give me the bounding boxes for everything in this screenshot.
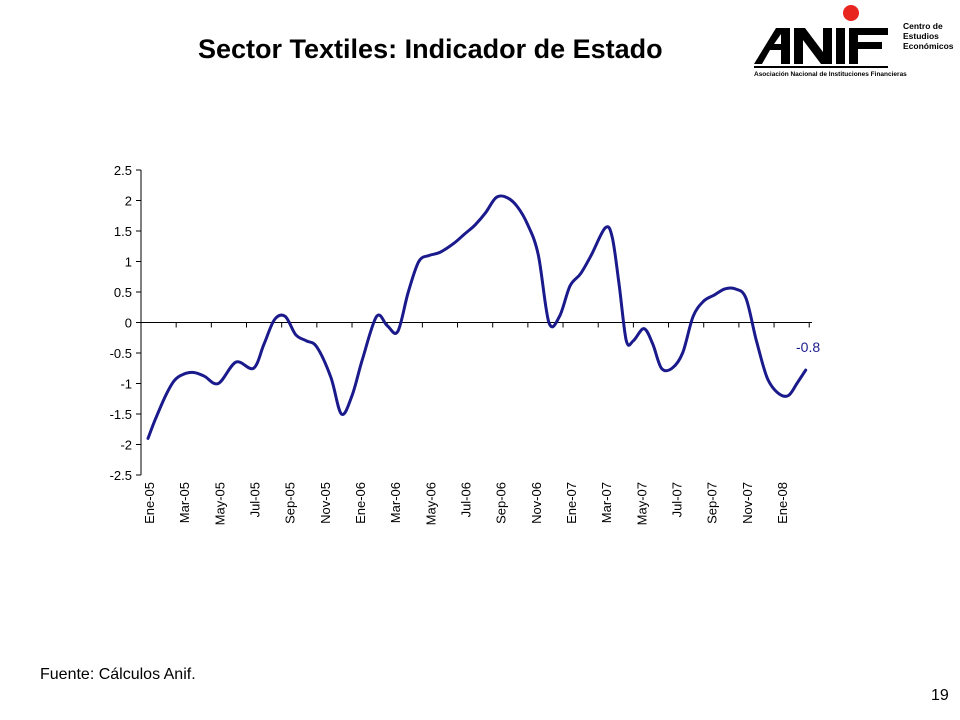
- x-tick-label: Sep-05: [283, 482, 298, 524]
- logo-center-line: Económicos: [903, 41, 954, 51]
- y-tick-label: 0: [125, 316, 132, 331]
- source-note: Fuente: Cálculos Anif.: [40, 666, 196, 683]
- page-number: 19: [931, 687, 949, 704]
- y-axis: 2.5 2 1.5 1 0.5 0 -0.5 -1 -1.5 -2 -2.5: [110, 163, 142, 483]
- y-tick-label: -0.5: [110, 346, 132, 361]
- y-tick-label: 1.5: [114, 224, 132, 239]
- y-tick-label: 1: [125, 255, 132, 270]
- logo-center-text: Centro de Estudios Económicos: [903, 21, 954, 51]
- x-tick-label: Sep-07: [705, 482, 720, 524]
- x-tick-label: Nov-06: [529, 482, 544, 524]
- x-tick-label: May-05: [212, 482, 227, 525]
- line-chart: 2.5 2 1.5 1 0.5 0 -0.5 -1 -1.5 -2 -2.5 Ene-05 Mar-0…: [110, 163, 821, 525]
- x-tick-label: Ene-07: [564, 482, 579, 524]
- y-tick-label: 2.5: [114, 163, 132, 178]
- anif-logo-mark: [754, 5, 888, 68]
- x-tick-label: Mar-05: [177, 482, 192, 523]
- x-tick-label: Nov-05: [318, 482, 333, 524]
- y-tick-label: -1: [120, 377, 132, 392]
- anif-logo: Asociación Nacional de Instituciones Fin…: [750, 4, 960, 90]
- x-tick-label: Nov-07: [740, 482, 755, 524]
- x-tick-label: May-06: [423, 482, 438, 525]
- x-tick-label: Ene-05: [142, 482, 157, 524]
- series-group: [146, 194, 808, 440]
- logo-center-line: Estudios: [903, 31, 939, 41]
- x-tick-label: Jul-07: [670, 482, 685, 517]
- x-tick-label: Jul-05: [248, 482, 263, 517]
- x-tick-label: Ene-06: [353, 482, 368, 524]
- y-tick-label: 2: [125, 194, 132, 209]
- x-tick-label: May-07: [634, 482, 649, 525]
- series-line: [146, 194, 808, 440]
- x-tick-label: Mar-06: [388, 482, 403, 523]
- y-tick-label: -2.5: [110, 468, 132, 483]
- x-tick-label: Mar-07: [599, 482, 614, 523]
- slide-title: Sector Textiles: Indicador de Estado: [198, 34, 663, 64]
- x-tick-label: Sep-06: [494, 482, 509, 524]
- x-axis: Ene-05 Mar-05 May-05 Jul-05 Sep-05 Nov-05 Ene-…: [140, 322, 812, 525]
- x-tick-label: Ene-08: [775, 482, 790, 524]
- x-tick-label: Jul-06: [459, 482, 474, 517]
- annotation-group: -0.8: [796, 339, 820, 355]
- y-tick-label: -2: [120, 438, 132, 453]
- logo-center-line: Centro de: [903, 21, 943, 31]
- y-tick-label: -1.5: [110, 407, 132, 422]
- y-tick-label: 0.5: [114, 285, 132, 300]
- last-value-label: -0.8: [796, 339, 820, 355]
- logo-subtitle: Asociación Nacional de Instituciones Fin…: [754, 71, 907, 78]
